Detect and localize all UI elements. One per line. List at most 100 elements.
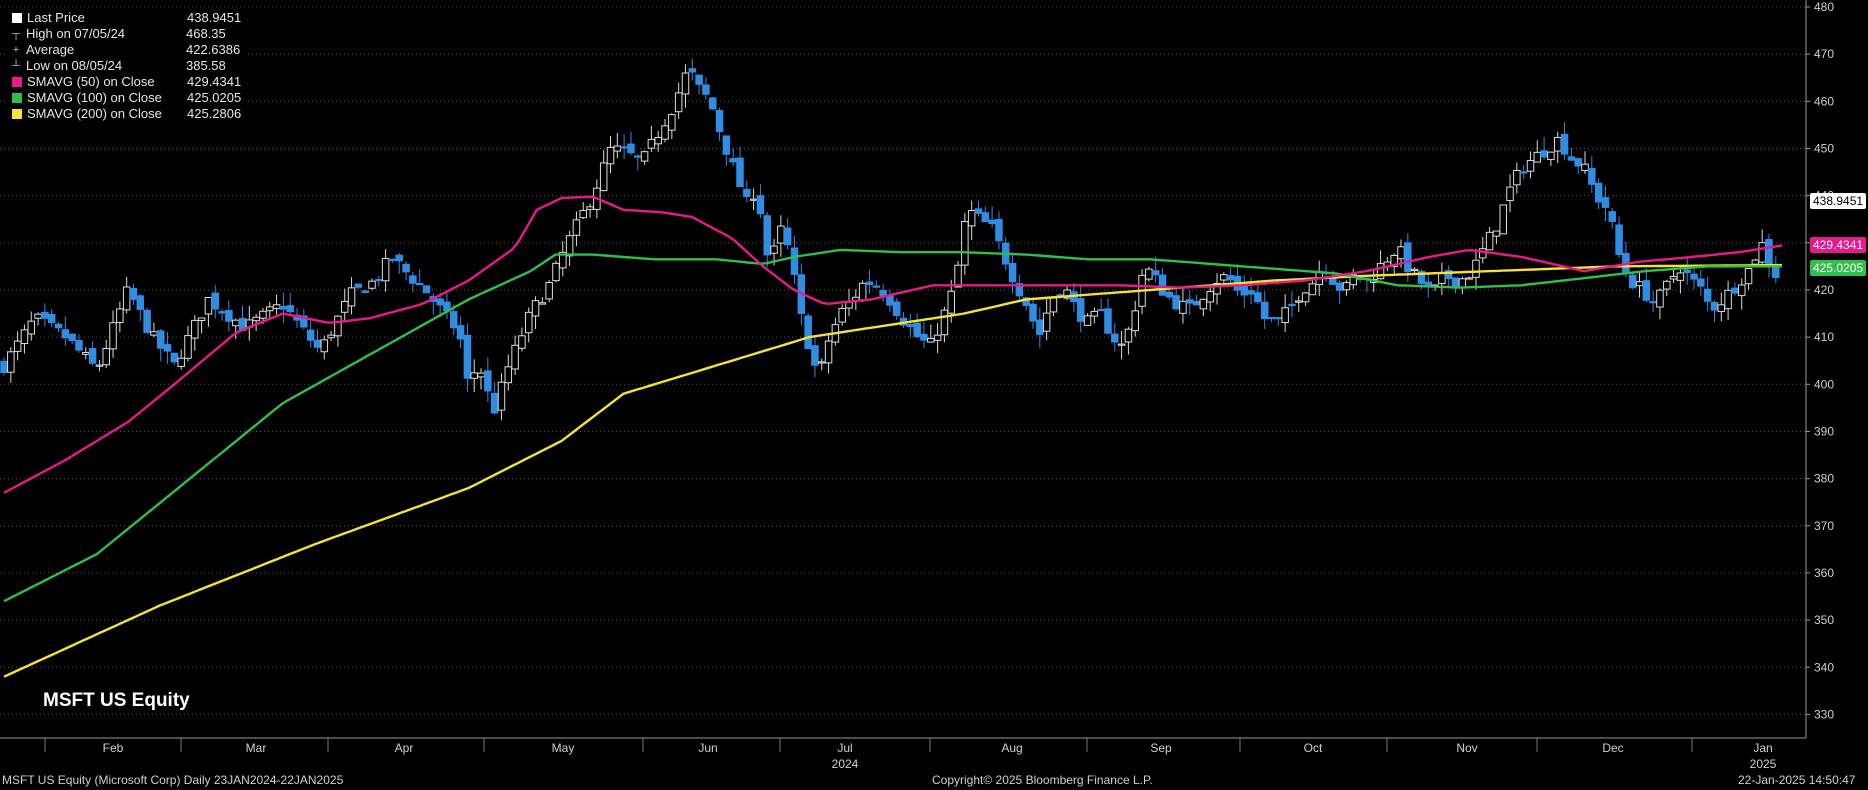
candle-body xyxy=(981,212,990,223)
candle-body xyxy=(1274,317,1283,320)
candle-body xyxy=(511,344,519,370)
candle-body xyxy=(620,146,628,149)
candle-body xyxy=(920,333,928,341)
sma50-line xyxy=(3,195,1783,494)
sma100-tag: 425.0205 xyxy=(1810,260,1867,277)
x-tick-label: Mar xyxy=(246,741,267,755)
candle-body xyxy=(579,209,587,219)
candle-body xyxy=(95,364,104,367)
x-tick-label: Nov xyxy=(1456,741,1477,755)
candle-body xyxy=(1751,259,1760,265)
candle-body xyxy=(184,335,192,359)
candle-body xyxy=(402,263,410,273)
candle-body xyxy=(790,247,799,275)
candle-body xyxy=(327,334,335,339)
candle-body xyxy=(1097,308,1105,312)
candle-body xyxy=(940,309,949,336)
candle-body xyxy=(1758,242,1766,263)
candle-body xyxy=(490,392,499,414)
candle-body xyxy=(865,281,874,286)
candle-body xyxy=(409,275,417,284)
candle-body xyxy=(1765,239,1773,265)
y-tick-label: 360 xyxy=(1814,566,1834,580)
candle-body xyxy=(722,135,731,155)
candle-body xyxy=(266,306,274,312)
legend-row-high: ┬ High on 07/05/24 468.35 xyxy=(10,26,241,42)
candle-body xyxy=(231,319,240,327)
candle-body xyxy=(613,145,622,152)
x-tick-label: Feb xyxy=(103,741,124,755)
average-marker-icon: + xyxy=(12,44,20,56)
candle-body xyxy=(559,251,567,269)
candle-body xyxy=(381,257,390,282)
legend-value: 425.0205 xyxy=(187,90,242,105)
y-tick-label: 370 xyxy=(1814,519,1834,533)
legend-value: 422.6386 xyxy=(186,42,241,57)
y-tick-label: 350 xyxy=(1814,613,1834,627)
candle-body xyxy=(1438,272,1446,284)
candle-body xyxy=(654,136,662,145)
candle-body xyxy=(627,143,635,154)
candle-body xyxy=(1553,137,1562,152)
y-tick-label: 400 xyxy=(1814,377,1834,391)
year-label: 2024 xyxy=(832,757,859,771)
legend-swatch-sma50 xyxy=(12,77,22,87)
candle-body xyxy=(947,290,955,314)
candle-body xyxy=(1165,291,1174,298)
candle-body xyxy=(191,319,199,339)
candle-body xyxy=(674,92,683,113)
candle-body xyxy=(961,221,969,266)
y-tick-label: 410 xyxy=(1814,330,1834,344)
candle-body xyxy=(1390,255,1398,267)
candle-body xyxy=(1226,275,1235,281)
legend-label: SMAVG (100) on Close xyxy=(27,90,162,105)
candle-body xyxy=(1642,280,1651,301)
candle-body xyxy=(68,333,76,341)
candle-body xyxy=(668,114,676,131)
sma200-line xyxy=(3,263,1782,678)
candle-body xyxy=(715,109,724,133)
last-price-tag: 438.9451 xyxy=(1810,192,1867,209)
candle-body xyxy=(1220,274,1228,281)
candle-body xyxy=(197,317,206,322)
candle-body xyxy=(1444,270,1453,280)
candle-body xyxy=(661,125,669,140)
candle-body xyxy=(1295,300,1303,303)
candle-body xyxy=(1022,297,1030,307)
candle-body xyxy=(524,311,533,334)
candle-body xyxy=(13,340,22,352)
candle-body xyxy=(129,287,138,300)
candle-body xyxy=(395,254,403,262)
candle-body xyxy=(1710,301,1719,311)
candle-body xyxy=(347,287,356,307)
candle-body xyxy=(7,351,15,373)
candle-body xyxy=(647,138,656,149)
candle-body xyxy=(1560,133,1569,155)
candle-body xyxy=(702,84,710,95)
legend-value: 438.9451 xyxy=(187,10,242,25)
candle-body xyxy=(1076,298,1085,322)
candle-body xyxy=(313,339,322,348)
candle-body xyxy=(340,300,349,313)
candle-body xyxy=(1690,273,1698,280)
legend-value: 385.58 xyxy=(186,58,226,73)
candle-body xyxy=(320,339,329,353)
y-tick-label: 380 xyxy=(1814,472,1834,486)
candle-body xyxy=(783,227,792,246)
candle-body xyxy=(1724,289,1732,310)
candle-body xyxy=(375,279,383,282)
candle-body xyxy=(1574,158,1582,167)
candle-body xyxy=(450,311,458,329)
candle-body xyxy=(143,309,151,333)
candle-body xyxy=(163,344,172,352)
candle-body xyxy=(361,290,369,293)
candle-body xyxy=(1663,280,1671,290)
candle-body xyxy=(122,286,131,311)
candle-body xyxy=(1117,343,1126,346)
candle-body xyxy=(1213,282,1221,295)
x-tick-label: Apr xyxy=(395,741,414,755)
candle-body xyxy=(1308,283,1317,296)
legend-row-sma100: SMAVG (100) on Close 425.0205 xyxy=(10,90,241,106)
candle-body xyxy=(1417,270,1426,284)
candle-body xyxy=(116,308,124,324)
